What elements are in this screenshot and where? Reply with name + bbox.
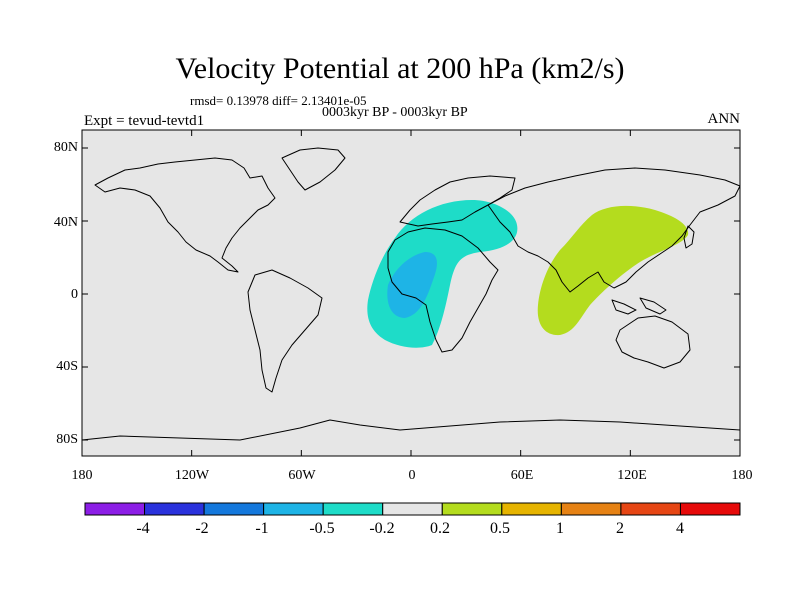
period-subtitle: 0003kyr BP - 0003kyr BP (322, 105, 468, 120)
lon-tick-label: 60E (510, 468, 534, 483)
colorbar-label: -0.2 (369, 520, 395, 537)
lat-tick-label: 80S (56, 432, 78, 447)
map-title: Velocity Potential at 200 hPa (km2/s) (175, 52, 625, 85)
lon-tick-label: 60W (288, 468, 316, 483)
colorbar-label: -0.5 (309, 520, 335, 537)
colorbar-swatch (382, 502, 443, 516)
lon-tick-label: 120W (174, 468, 210, 483)
colorbar-swatch (322, 502, 384, 516)
colorbar-label: -2 (195, 520, 209, 537)
colorbar-label: 0.5 (490, 520, 510, 537)
coastlines (81, 147, 741, 441)
lat-tick-label: 0 (71, 287, 78, 302)
strong-negative-anomaly-region (387, 252, 437, 318)
colorbar-swatch (679, 502, 741, 516)
lat-tick-label: 80N (53, 140, 78, 155)
lon-tick-label: 0 (408, 468, 416, 483)
colorbar-swatch (501, 502, 562, 516)
colorbar (84, 502, 741, 516)
colorbar-label: 4 (676, 520, 684, 537)
season-label: ANN (707, 111, 741, 127)
colorbar-swatch (203, 502, 265, 516)
colorbar-label: 1 (556, 520, 564, 537)
colorbar-swatch (263, 502, 324, 516)
positive-anomaly-region (537, 205, 689, 336)
colorbar-swatch (560, 502, 622, 516)
axis-ticks (81, 130, 741, 456)
stats-subtitle: rmsd= 0.13978 diff= 2.13401e-05 (190, 93, 367, 108)
lon-tick-label: 120E (617, 468, 647, 483)
lat-tick-label: 40N (53, 215, 78, 230)
experiment-label: Expt = tevud-tevtd1 (84, 113, 205, 129)
lat-tick-label: 40S (56, 359, 78, 374)
colorbar-label: 2 (616, 520, 624, 537)
colorbar-swatch (144, 502, 205, 516)
colorbar-label: -4 (136, 520, 150, 537)
lon-tick-label: 180 (71, 468, 93, 483)
colorbar-swatch (84, 502, 146, 516)
colorbar-swatch (441, 502, 503, 516)
lon-tick-label: 180 (731, 468, 753, 483)
colorbar-swatch (620, 502, 681, 516)
colorbar-label: -1 (255, 520, 269, 537)
colorbar-label: 0.2 (430, 520, 450, 537)
